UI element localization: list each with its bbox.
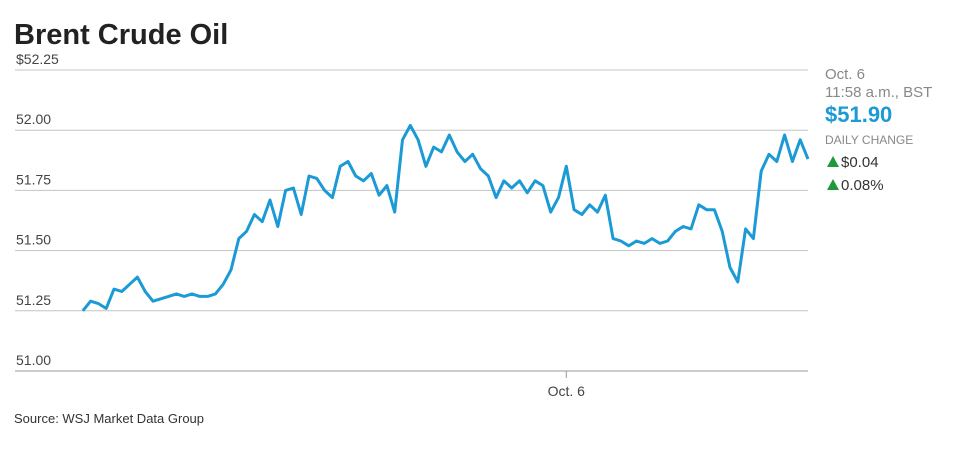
y-tick-label: $52.25 <box>16 51 59 67</box>
y-tick-label: 52.00 <box>16 111 51 127</box>
source: Source: WSJ Market Data Group <box>14 411 204 426</box>
chart-title: Brent Crude Oil <box>14 19 228 51</box>
up-arrow <box>827 179 839 190</box>
change-value: $0.04 <box>841 154 879 171</box>
y-tick-label: 51.50 <box>16 232 51 248</box>
y-tick-label: 51.75 <box>16 171 51 187</box>
y-tick-label: 51.25 <box>16 292 51 308</box>
x-tick-label: Oct. 6 <box>548 383 586 399</box>
price-line <box>81 123 810 312</box>
change-percent: 0.08% <box>841 177 884 194</box>
quote-time: 11:58 a.m., BST <box>825 84 932 101</box>
y-tick-label: 51.00 <box>16 352 51 368</box>
change-label: DAILY CHANGE <box>825 133 913 147</box>
up-arrow <box>827 156 839 167</box>
quote-price: $51.90 <box>825 102 892 127</box>
quote-date: Oct. 6 <box>825 66 865 83</box>
